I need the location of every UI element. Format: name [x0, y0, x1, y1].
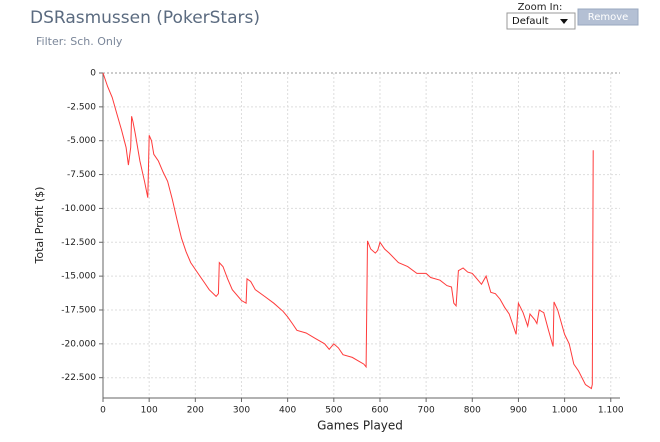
x-tick-label: 300 — [233, 406, 250, 416]
x-tick-label: 500 — [325, 406, 342, 416]
y-tick-label: -2.500 — [67, 102, 96, 112]
y-tick-label: 0 — [90, 69, 96, 79]
button-label: Remove — [588, 12, 629, 23]
y-tick-label: -17.500 — [61, 305, 96, 315]
y-tick-label: -12.500 — [61, 238, 96, 248]
x-tick-label: 900 — [510, 406, 527, 416]
y-tick-label: -20.000 — [61, 339, 96, 349]
dropdown-arrow — [560, 19, 568, 24]
x-tick-label: 600 — [371, 406, 388, 416]
x-tick-label: 800 — [464, 406, 481, 416]
x-tick-label: 0 — [100, 406, 106, 416]
remove-button[interactable] — [577, 8, 639, 26]
x-axis-label: Games Played — [317, 419, 403, 433]
y-tick-label: -15.000 — [61, 272, 96, 282]
y-axis-label: Total Profit ($) — [33, 187, 46, 265]
x-tick-label: 400 — [279, 406, 296, 416]
y-tick-label: -5.000 — [67, 136, 96, 146]
filter: Filter: Sch. Only — [36, 35, 123, 48]
x-tick-label: 100 — [141, 406, 158, 416]
zoom-select[interactable] — [506, 12, 576, 30]
zoom-label: Zoom In: — [518, 2, 563, 13]
profit-line — [102, 72, 594, 390]
zoom-value: Default — [512, 16, 549, 27]
y-tick-label: -7.500 — [67, 170, 96, 180]
x-tick-label: 1.100 — [598, 406, 624, 416]
x-tick-label: 200 — [187, 406, 204, 416]
x-tick-label: 700 — [418, 406, 435, 416]
x-tick-label: 1.000 — [552, 406, 578, 416]
y-tick-label: -10.000 — [61, 204, 96, 214]
y-tick-label: -22.500 — [61, 373, 96, 383]
title: DSRasmussen (PokerStars) — [30, 8, 260, 28]
